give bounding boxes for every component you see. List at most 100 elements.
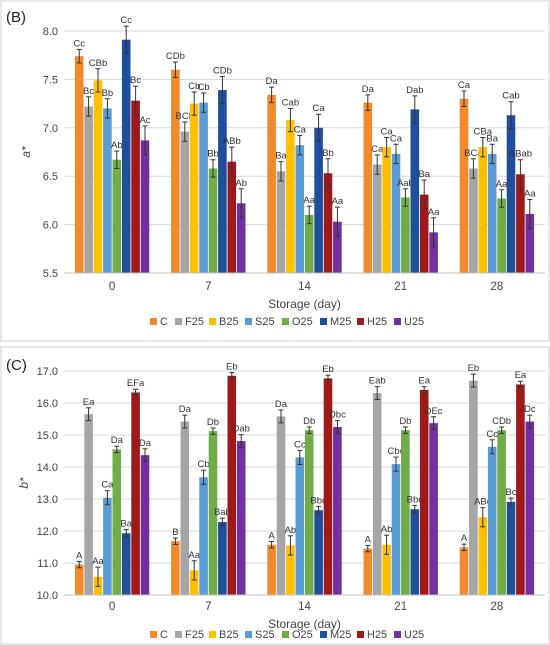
legend-swatch-c xyxy=(150,631,157,638)
bar-f25-day-28 xyxy=(469,168,478,273)
significance-label: CDb xyxy=(166,51,185,62)
bar-h25-day-7 xyxy=(227,161,237,273)
significance-label: CBb xyxy=(89,58,107,69)
legend-swatch-m25 xyxy=(320,631,327,638)
legend-label-b25: B25 xyxy=(219,629,239,641)
bar-h25-day-21 xyxy=(419,194,429,273)
bar-s25-day-28 xyxy=(487,446,497,595)
significance-label: ABb xyxy=(223,136,241,147)
significance-label: Ca xyxy=(390,133,403,144)
significance-label: A xyxy=(268,531,275,542)
significance-label: Ba xyxy=(275,151,287,162)
bar-f25-day-7 xyxy=(180,131,190,273)
bar-u25-day-0 xyxy=(140,140,150,273)
legend-swatch-u25 xyxy=(394,318,401,325)
bar-h25-day-0 xyxy=(131,392,140,595)
significance-label: BCb xyxy=(176,111,194,122)
bar-o25-day-0 xyxy=(112,159,122,273)
significance-label: Da xyxy=(362,84,375,95)
bar-h25-day-28 xyxy=(516,384,525,595)
significance-label: Cab xyxy=(282,97,299,108)
y-tick-label: 12.0 xyxy=(37,526,58,538)
significance-label: Db xyxy=(207,417,219,428)
legend-label-f25: F25 xyxy=(185,316,204,328)
significance-label: DEc xyxy=(425,406,443,417)
legend-label-s25: S25 xyxy=(255,316,275,328)
significance-label: CDb xyxy=(492,416,511,427)
significance-label: Cbc xyxy=(388,446,405,457)
x-tick-label: 7 xyxy=(205,601,211,613)
bar-u25-day-7 xyxy=(236,203,246,273)
significance-label: Ca xyxy=(313,103,326,114)
bar-m25-day-21 xyxy=(410,509,420,595)
bar-o25-day-7 xyxy=(208,431,218,595)
bar-c-day-7 xyxy=(171,541,180,595)
x-tick-label: 21 xyxy=(394,601,407,613)
x-tick-label: 28 xyxy=(491,281,504,293)
y-tick-label: 5.5 xyxy=(43,268,58,280)
bar-m25-day-28 xyxy=(506,115,516,273)
significance-label: ABc xyxy=(474,497,492,508)
y-tick-label: 7.5 xyxy=(43,74,58,86)
y-tick-label: 16.0 xyxy=(37,398,58,410)
bar-c-day-14 xyxy=(267,544,276,595)
bar-c-day-0 xyxy=(74,564,84,595)
significance-label: Cb xyxy=(188,81,200,92)
bar-m25-day-0 xyxy=(121,533,131,595)
panel-label: (B) xyxy=(6,9,26,26)
significance-label: Ca xyxy=(294,125,307,136)
x-tick-label: 21 xyxy=(394,281,407,293)
legend-label-u25: U25 xyxy=(404,316,424,328)
bar-c-day-21 xyxy=(363,548,373,595)
legend-label-c: C xyxy=(160,629,168,641)
bar-u25-day-21 xyxy=(429,232,438,273)
legend-label-h25: H25 xyxy=(367,316,387,328)
legend-swatch-o25 xyxy=(282,631,289,638)
bar-b25-day-21 xyxy=(382,544,391,595)
significance-label: Cb xyxy=(198,459,210,470)
bar-u25-day-21 xyxy=(429,423,438,595)
bar-f25-day-21 xyxy=(372,164,382,273)
bar-s25-day-21 xyxy=(391,464,401,595)
bar-h25-day-14 xyxy=(323,378,333,595)
legend-swatch-b25 xyxy=(209,318,216,325)
bar-b25-day-7 xyxy=(189,570,199,595)
significance-label: Cc xyxy=(294,439,306,450)
significance-label: Aa xyxy=(188,550,200,561)
bar-m25-day-7 xyxy=(218,90,227,273)
panel-c-chart: (C) 10.0 11.0 12.0 13.0 14.0 15.0 16.0 17.0 b* A Ea… xyxy=(0,346,550,645)
legend-label-s25: S25 xyxy=(255,629,275,641)
bar-o25-day-7 xyxy=(208,168,218,273)
significance-label: Aa xyxy=(332,196,344,207)
legend-label-b25: B25 xyxy=(219,316,239,328)
bar-b25-day-0 xyxy=(93,80,103,273)
bar-h25-day-21 xyxy=(419,389,429,595)
significance-label: Eb xyxy=(322,364,334,375)
legend-swatch-u25 xyxy=(394,631,401,638)
bar-b25-day-28 xyxy=(478,517,488,595)
legend-swatch-h25 xyxy=(357,631,364,638)
significance-label: Ba xyxy=(486,133,498,144)
legend-swatch-c xyxy=(150,318,157,325)
bar-m25-day-0 xyxy=(121,39,131,273)
bar-m25-day-7 xyxy=(218,522,227,595)
bar-c-day-7 xyxy=(171,69,180,273)
legend-label-m25: M25 xyxy=(330,629,351,641)
significance-label: Ba xyxy=(418,169,430,180)
significance-label: Bb xyxy=(207,149,219,160)
significance-label: Da xyxy=(111,435,124,446)
bar-c-day-21 xyxy=(363,102,373,273)
legend-label-h25: H25 xyxy=(367,629,387,641)
bar-o25-day-21 xyxy=(401,197,410,273)
x-axis-label: Storage (day) xyxy=(268,617,341,631)
bar-h25-day-0 xyxy=(131,100,140,273)
significance-label: Bbc xyxy=(407,494,424,505)
significance-label: Db xyxy=(303,416,315,427)
y-tick-label: 13.0 xyxy=(37,494,58,506)
significance-label: Da xyxy=(266,76,279,87)
bar-o25-day-21 xyxy=(401,430,410,595)
significance-label: CBa xyxy=(474,126,493,137)
significance-label: Bc xyxy=(83,86,94,97)
significance-label: Cb xyxy=(198,82,210,93)
significance-label: Cab xyxy=(502,91,519,102)
